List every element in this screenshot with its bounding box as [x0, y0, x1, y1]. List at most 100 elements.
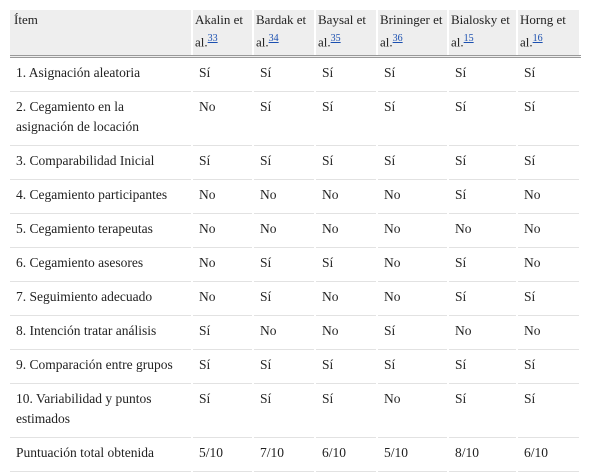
table-body: 1. Asignación aleatoria Sí Sí Sí Sí Sí Sí 2. Ce…	[10, 56, 581, 473]
score-cell: Sí	[192, 315, 254, 351]
score-cell: No	[192, 281, 254, 317]
score-cell: Sí	[377, 56, 449, 93]
score-cell: No	[517, 247, 581, 283]
score-cell: Sí	[253, 91, 316, 147]
reference-link[interactable]: 15	[463, 33, 474, 44]
score-cell: Sí	[315, 145, 378, 181]
score-cell: Sí	[448, 349, 518, 385]
score-cell: No	[517, 315, 581, 351]
score-cell: Sí	[517, 383, 581, 439]
score-cell: Sí	[377, 315, 449, 351]
score-cell: 7/10	[253, 437, 316, 473]
header-cell: Baysal et al.35	[315, 10, 378, 59]
score-cell: Sí	[517, 91, 581, 147]
item-cell: 1. Asignación aleatoria	[10, 56, 193, 93]
score-cell: Sí	[192, 349, 254, 385]
table-row: 4. Cegamiento participantes No No No No Sí No	[10, 179, 581, 215]
header-cell: Horng et al.16	[517, 10, 581, 59]
score-cell: Sí	[448, 179, 518, 215]
score-cell: No	[377, 247, 449, 283]
score-cell: Sí	[448, 247, 518, 283]
score-cell: 8/10	[448, 437, 518, 473]
reference: 34	[269, 32, 279, 44]
column-name: Akalin et al.	[195, 12, 244, 50]
table-row: 5. Cegamiento terapeutas No No No No No No	[10, 213, 581, 249]
score-cell: Sí	[253, 383, 316, 439]
item-cell: 8. Intención tratar análisis	[10, 315, 193, 351]
score-cell: No	[448, 213, 518, 249]
score-cell: Sí	[253, 247, 316, 283]
score-cell: Sí	[315, 247, 378, 283]
score-cell: Sí	[517, 145, 581, 181]
reference: 36	[393, 32, 403, 44]
item-cell: 4. Cegamiento participantes	[10, 179, 193, 215]
score-cell: No	[315, 281, 378, 317]
table-row: 3. Comparabilidad Inicial Sí Sí Sí Sí Sí Sí	[10, 145, 581, 181]
score-cell: No	[192, 247, 254, 283]
table-row: 6. Cegamiento asesores No Sí Sí No Sí No	[10, 247, 581, 283]
item-cell: 7. Seguimiento adecuado	[10, 281, 193, 317]
score-cell: 6/10	[517, 437, 581, 473]
score-cell: Sí	[315, 383, 378, 439]
score-cell: No	[377, 213, 449, 249]
score-cell: 5/10	[377, 437, 449, 473]
score-cell: Sí	[192, 145, 254, 181]
reference-link[interactable]: 36	[392, 33, 403, 44]
reference-link[interactable]: 34	[268, 33, 279, 44]
score-cell: No	[315, 179, 378, 215]
score-cell: Sí	[192, 383, 254, 439]
score-cell: Sí	[377, 91, 449, 147]
header-cell: Bardak et al.34	[253, 10, 316, 59]
quality-table: Ítem Akalin et al.33 Bardak et al.34 Baysal…	[10, 10, 581, 473]
score-cell: Sí	[315, 56, 378, 93]
reference-link[interactable]: 33	[207, 33, 218, 44]
score-cell: Sí	[517, 281, 581, 317]
score-cell: Sí	[253, 56, 316, 93]
score-cell: Sí	[448, 383, 518, 439]
score-cell: Sí	[315, 91, 378, 147]
score-cell: Sí	[517, 56, 581, 93]
column-name: Brininger et al.	[380, 12, 443, 50]
score-cell: No	[448, 315, 518, 351]
item-cell: 6. Cegamiento asesores	[10, 247, 193, 283]
column-name: Horng et al.	[520, 12, 566, 50]
score-cell: No	[192, 91, 254, 147]
score-cell: Sí	[448, 145, 518, 181]
reference-link[interactable]: 16	[532, 33, 543, 44]
reference-link[interactable]: 35	[330, 33, 341, 44]
header-row: Ítem Akalin et al.33 Bardak et al.34 Baysal…	[10, 10, 581, 59]
reference: 16	[533, 32, 543, 44]
score-cell: No	[377, 281, 449, 317]
table-row: 7. Seguimiento adecuado No Sí No No Sí Sí	[10, 281, 581, 317]
score-cell: Sí	[448, 91, 518, 147]
score-cell: No	[377, 179, 449, 215]
table-row: 9. Comparación entre grupos Sí Sí Sí Sí Sí Sí	[10, 349, 581, 385]
item-cell: 9. Comparación entre grupos	[10, 349, 193, 385]
table-row: 10. Variabilidad y puntos estimados Sí Sí S…	[10, 383, 581, 439]
score-cell: Sí	[448, 56, 518, 93]
header-cell: Bialosky et al.15	[448, 10, 518, 59]
reference: 15	[464, 32, 474, 44]
score-cell: Sí	[253, 349, 316, 385]
score-cell: No	[315, 315, 378, 351]
header-cell: Akalin et al.33	[192, 10, 254, 59]
item-cell: 10. Variabilidad y puntos estimados	[10, 383, 193, 439]
table-row: 8. Intención tratar análisis Sí No No Sí No No	[10, 315, 581, 351]
item-cell: Puntuación total obtenida	[10, 437, 193, 473]
item-cell: 3. Comparabilidad Inicial	[10, 145, 193, 181]
score-cell: 6/10	[315, 437, 378, 473]
column-name: Baysal et al.	[318, 12, 367, 50]
score-cell: Sí	[517, 349, 581, 385]
score-cell: No	[192, 213, 254, 249]
score-cell: No	[253, 315, 316, 351]
score-cell: Sí	[377, 145, 449, 181]
table-row: Puntuación total obtenida 5/10 7/10 6/10 5/1…	[10, 437, 581, 473]
item-cell: 5. Cegamiento terapeutas	[10, 213, 193, 249]
score-cell: No	[377, 383, 449, 439]
table-row: 2. Cegamiento en la asignación de locaci…	[10, 91, 581, 147]
score-cell: Sí	[377, 349, 449, 385]
score-cell: No	[192, 179, 254, 215]
score-cell: No	[253, 179, 316, 215]
score-cell: Sí	[192, 56, 254, 93]
